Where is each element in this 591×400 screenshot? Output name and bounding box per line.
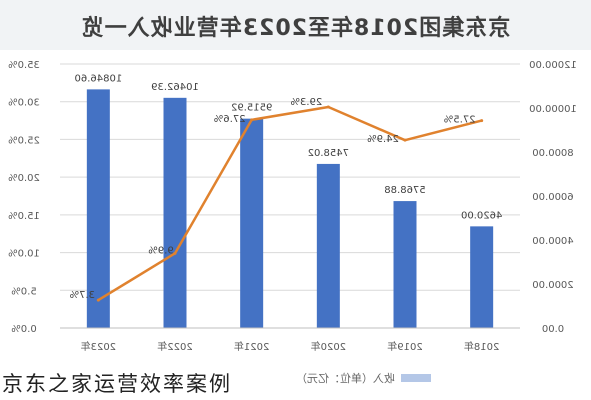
bar [470,226,494,328]
left-axis-tick-label: 0.0% [11,324,36,335]
right-axis-tick-label: 2000.00 [532,280,573,291]
left-axis-tick-label: 15.0% [8,211,40,222]
legend-label-bar: 收入（单位：亿元） [296,372,395,385]
bar-data-label: 5768.88 [384,185,425,196]
bar [86,89,110,328]
bar-data-label: 4620.00 [461,210,502,221]
x-tick-label: 2023年 [81,340,116,353]
right-axis-tick-label: 4000.00 [532,236,573,247]
line-point [480,119,484,123]
right-axis-tick-label: 8000.00 [532,148,573,159]
right-axis-tick-label: 0.00 [542,324,564,335]
line-point [326,105,330,109]
bar-data-label: 10462.39 [151,82,199,93]
bar-data-label: 7458.02 [308,148,349,159]
line-data-label: 27.5% [444,115,476,126]
bar [316,163,340,328]
left-axis-tick-label: 35.0% [8,60,40,71]
bar [163,97,187,328]
left-axis-tick-label: 30.0% [8,98,40,109]
x-tick-label: 2022年 [157,340,192,353]
gridlines [60,63,520,329]
line-point [96,298,100,302]
x-tick-label: 2018年 [464,340,499,353]
x-tick-label: 2020年 [311,340,346,353]
left-axis-tick-label: 25.0% [8,135,40,146]
bar-data-label: 9515.92 [231,103,272,114]
caption-overlay: 京东之家运营效率案例 [2,372,232,396]
legend: 收入（单位：亿元） [296,369,431,387]
line-series [97,105,482,302]
left-axis-tick-label: 20.0% [8,173,40,184]
line-data-label: 3.7% [70,290,95,301]
x-tick-label: 2019年 [387,340,422,353]
line-point [403,138,407,142]
line-point [250,118,254,122]
right-axis-tick-label: 12000.00 [529,60,577,71]
bar-data-label: 10846.60 [74,73,122,84]
legend-swatch-bar [401,374,431,382]
line-point [173,251,177,255]
line-data-label: 9.9% [148,245,173,256]
right-axis-tick-label: 6000.00 [532,192,573,203]
right-axis-tick-label: 10000.00 [529,104,577,115]
line-data-label: 24.9% [367,134,399,145]
line-data-label: 27.6% [214,114,246,125]
x-tick-label: 2021年 [234,340,269,353]
left-axis-tick-label: 5.0% [11,286,36,297]
bar [393,201,417,328]
line-data-label: 29.3% [290,97,322,108]
left-axis-tick-label: 10.0% [8,249,40,260]
title-band [0,0,591,50]
bar [240,118,264,329]
